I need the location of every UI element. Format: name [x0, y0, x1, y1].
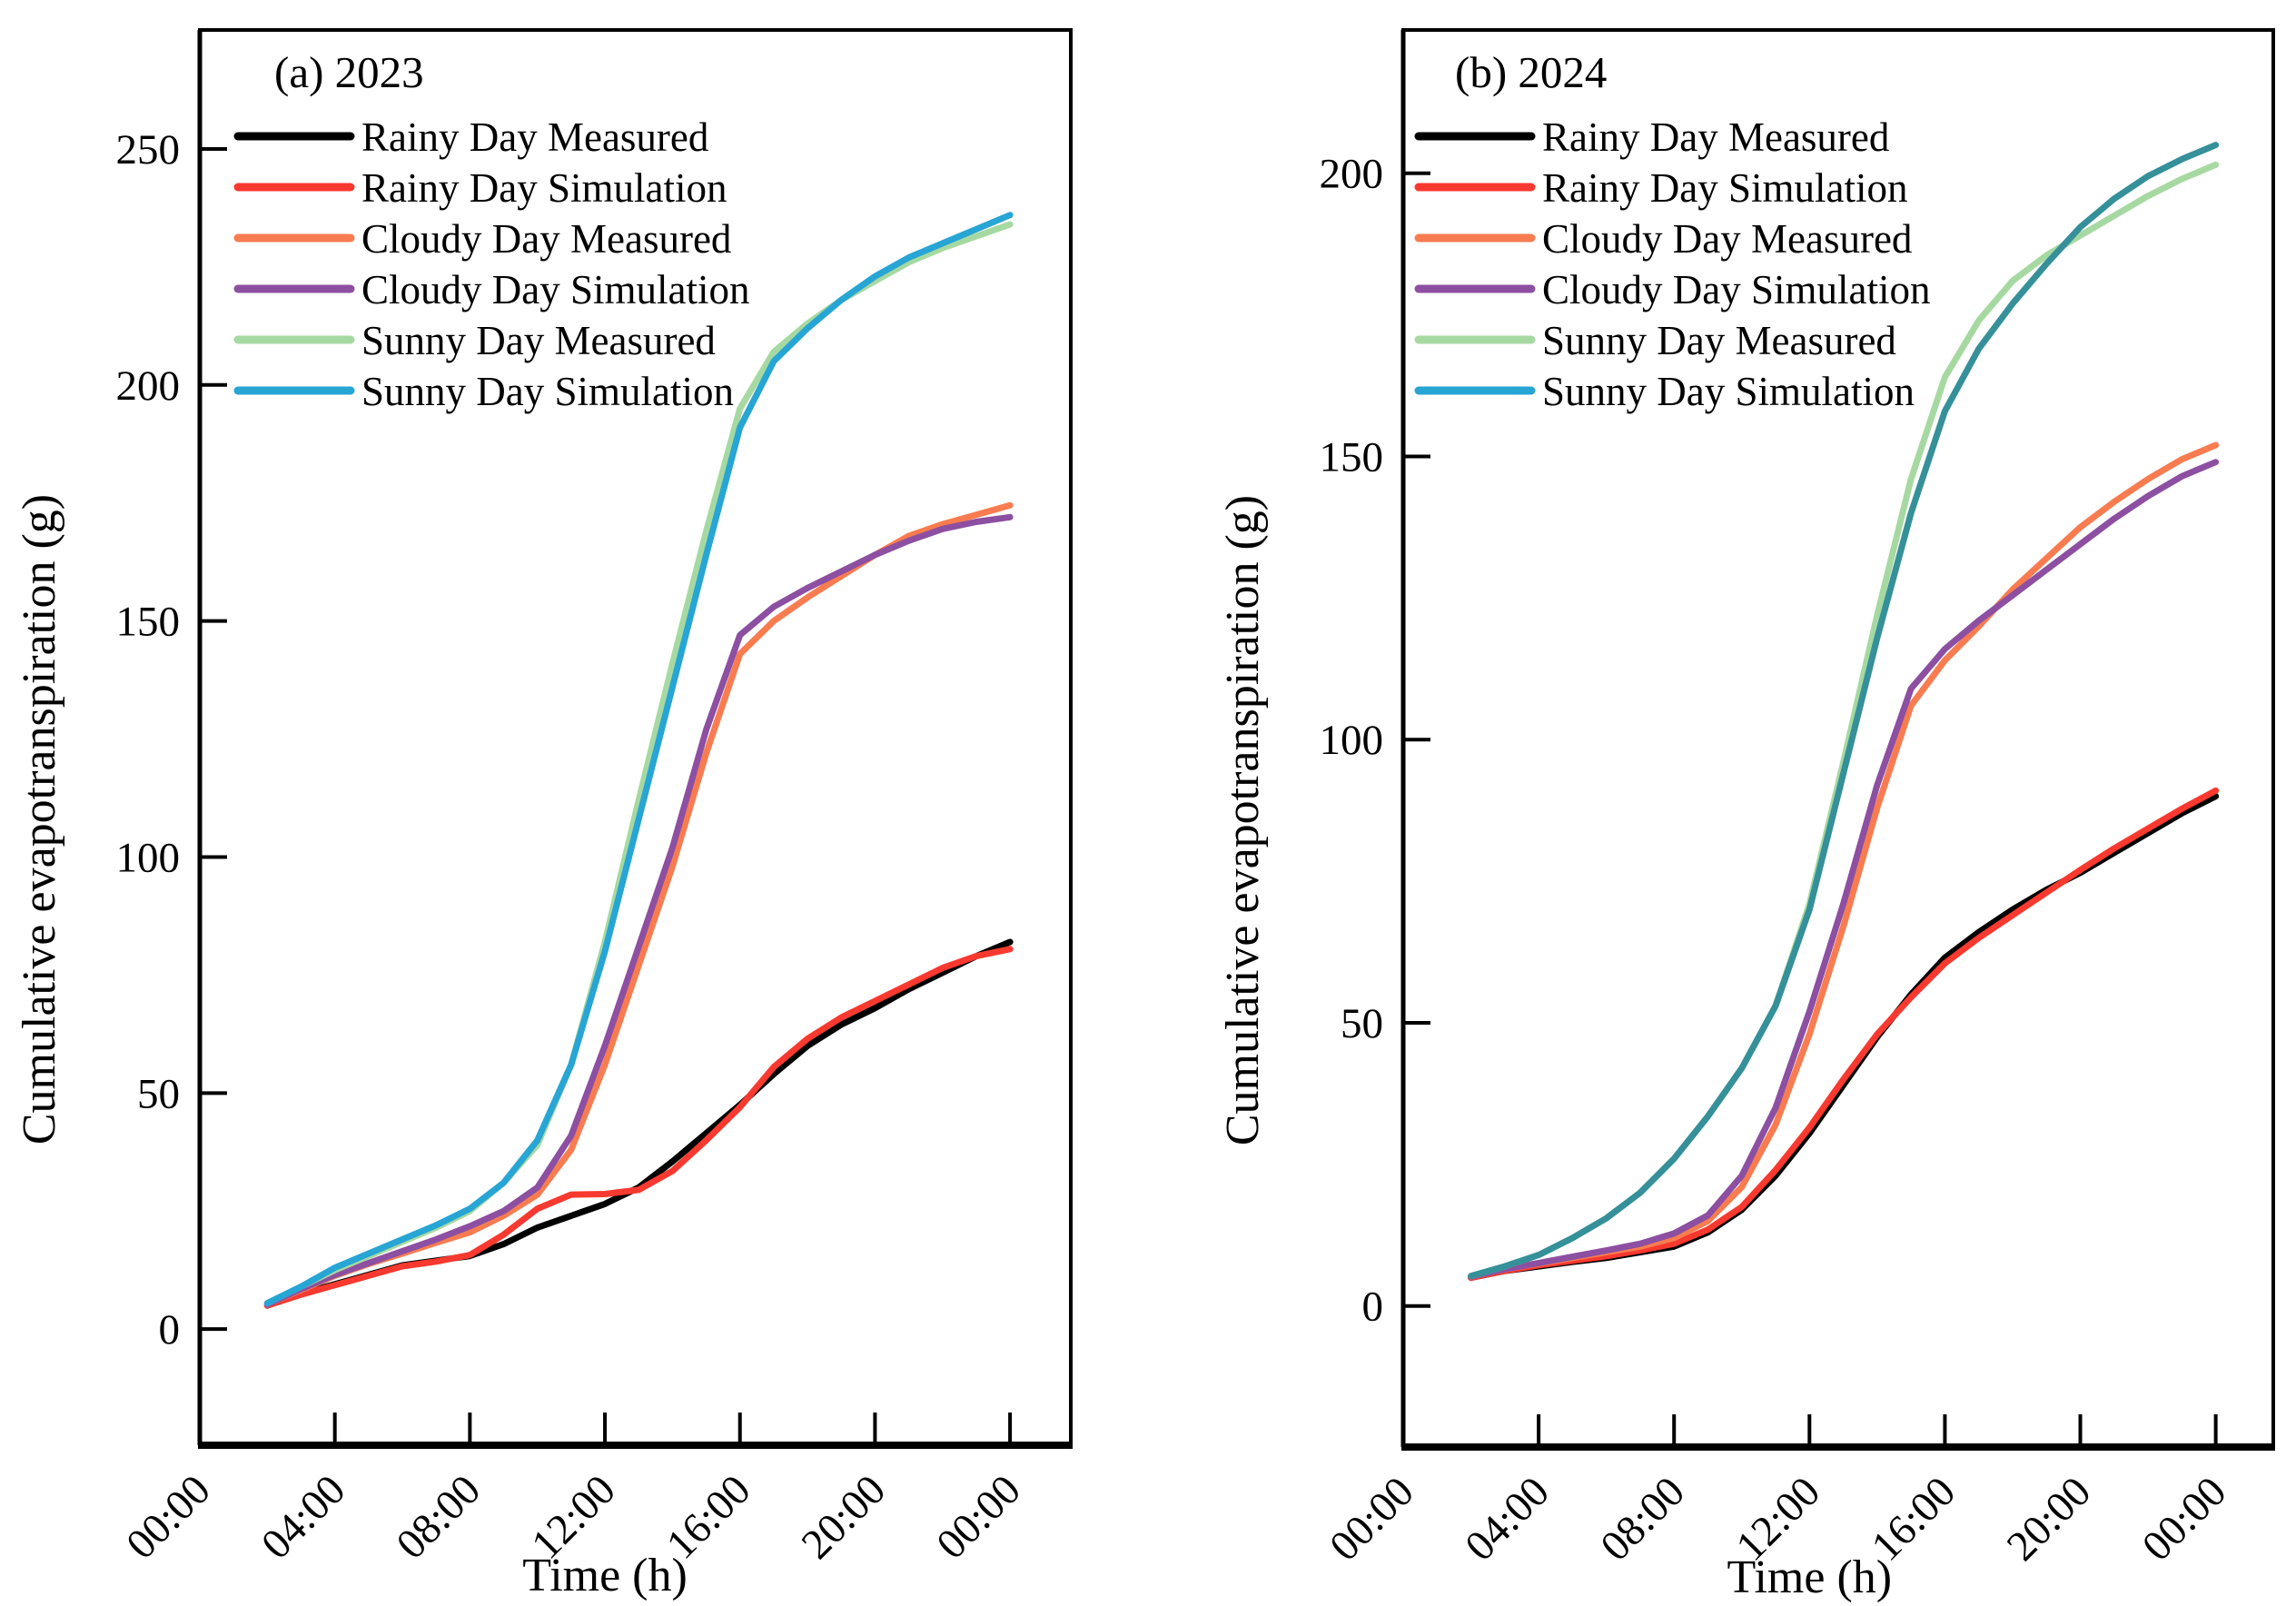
legend-label-rainy-day-measured-a: Rainy Day Measured	[361, 114, 708, 160]
series-cloudy-day-simulation-b	[1468, 459, 2220, 1280]
x-axis-title-a: Time (h)	[522, 1550, 688, 1601]
series-sunny-day-simulation-a	[263, 212, 1014, 1307]
y-tick-label-b-200: 200	[1320, 151, 1384, 198]
legend-label-sunny-day-simulation-b: Sunny Day Simulation	[1542, 369, 1915, 414]
series-rainy-day-simulation-b	[1468, 787, 2220, 1282]
legend-label-sunny-day-simulation-a: Sunny Day Simulation	[361, 369, 734, 414]
panel-title-b: (b) 2024	[1455, 47, 1607, 97]
legend-label-cloudy-day-simulation-a: Cloudy Day Simulation	[361, 267, 750, 312]
legend-label-rainy-day-simulation-b: Rainy Day Simulation	[1542, 165, 1907, 211]
y-tick-label-b-150: 150	[1320, 433, 1384, 481]
series-sunny-day-simulation-b	[1468, 142, 2220, 1280]
y-tick-label-b-50: 50	[1341, 1000, 1383, 1047]
y-tick-label-a-150: 150	[116, 599, 181, 646]
y-tick-label-a-250: 250	[116, 126, 181, 173]
legend-label-rainy-day-simulation-a: Rainy Day Simulation	[361, 165, 727, 211]
y-tick-label-a-100: 100	[116, 834, 181, 881]
y-tick-label-a-0: 0	[159, 1306, 181, 1353]
y-tick-label-a-50: 50	[137, 1070, 180, 1117]
series-cloudy-day-simulation-a	[263, 513, 1014, 1308]
y-axis-title-b: Cumulative evapotranspiration (g)	[1217, 495, 1269, 1145]
legend-label-sunny-day-measured-b: Sunny Day Measured	[1542, 318, 1896, 363]
panel-title-a: (a) 2023	[274, 47, 424, 97]
series-rainy-day-simulation-a	[263, 946, 1014, 1309]
y-tick-label-b-100: 100	[1320, 717, 1384, 764]
y-axis-title-a: Cumulative evapotranspiration (g)	[14, 494, 65, 1145]
legend-label-cloudy-day-measured-a: Cloudy Day Measured	[361, 216, 731, 262]
y-tick-label-a-200: 200	[116, 362, 181, 410]
y-tick-label-b-0: 0	[1362, 1284, 1384, 1331]
legend-label-sunny-day-measured-a: Sunny Day Measured	[361, 318, 716, 363]
x-axis-title-b: Time (h)	[1727, 1551, 1893, 1603]
legend-label-cloudy-day-measured-b: Cloudy Day Measured	[1542, 216, 1912, 262]
legend-label-rainy-day-measured-b: Rainy Day Measured	[1542, 114, 1889, 160]
legend-label-cloudy-day-simulation-b: Cloudy Day Simulation	[1542, 267, 1931, 312]
